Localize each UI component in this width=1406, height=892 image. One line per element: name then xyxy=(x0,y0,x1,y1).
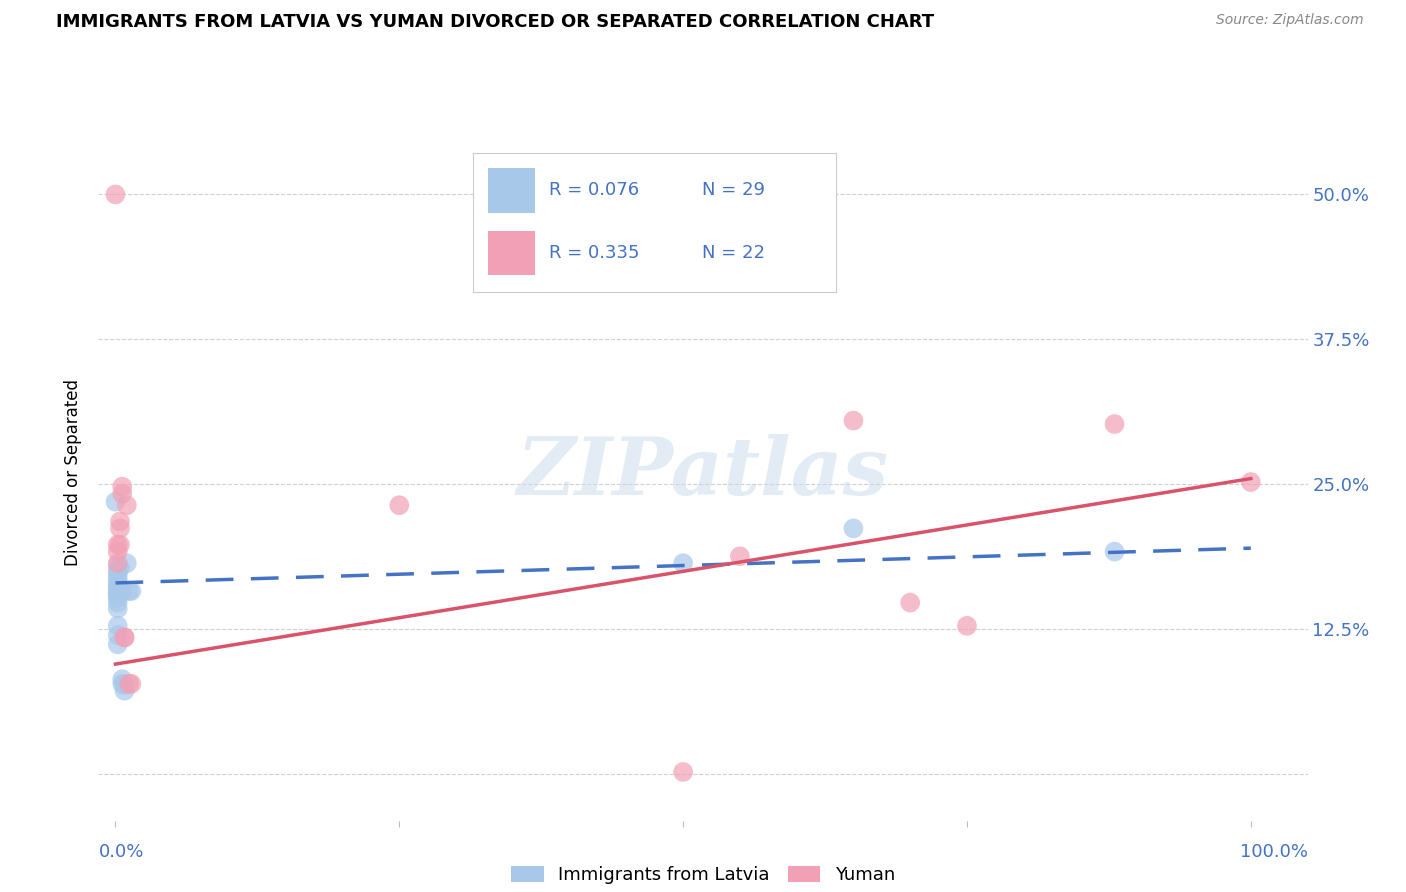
Point xyxy=(111,677,134,691)
Point xyxy=(120,677,142,691)
Point xyxy=(107,565,129,579)
Point xyxy=(1240,475,1263,489)
Text: ZIPatlas: ZIPatlas xyxy=(517,434,889,511)
Point xyxy=(107,544,129,558)
Point xyxy=(107,584,129,599)
Point xyxy=(111,672,134,686)
Point xyxy=(1104,417,1126,431)
Point xyxy=(107,619,129,633)
Point xyxy=(1104,544,1126,558)
Y-axis label: Divorced or Separated: Divorced or Separated xyxy=(65,379,83,566)
Point xyxy=(898,596,921,610)
Text: Source: ZipAtlas.com: Source: ZipAtlas.com xyxy=(1216,13,1364,28)
Point xyxy=(118,584,141,599)
Text: 0.0%: 0.0% xyxy=(98,843,143,861)
Point xyxy=(107,556,129,570)
Point xyxy=(108,515,131,529)
Point xyxy=(104,187,127,202)
Point xyxy=(107,582,129,596)
Point xyxy=(111,486,134,500)
Point xyxy=(107,596,129,610)
Point xyxy=(107,576,129,591)
Point xyxy=(111,584,134,599)
Text: IMMIGRANTS FROM LATVIA VS YUMAN DIVORCED OR SEPARATED CORRELATION CHART: IMMIGRANTS FROM LATVIA VS YUMAN DIVORCED… xyxy=(56,13,935,31)
Point xyxy=(115,498,138,512)
Point xyxy=(108,521,131,535)
Point xyxy=(108,538,131,552)
Point xyxy=(114,683,136,698)
Point xyxy=(728,549,751,564)
Point xyxy=(388,498,411,512)
Legend: Immigrants from Latvia, Yuman: Immigrants from Latvia, Yuman xyxy=(503,859,903,892)
Point xyxy=(107,601,129,615)
Point xyxy=(107,579,129,593)
Point xyxy=(111,480,134,494)
Point xyxy=(107,558,129,573)
Point xyxy=(114,631,136,645)
Text: 100.0%: 100.0% xyxy=(1240,843,1308,861)
Point xyxy=(107,567,129,582)
Point xyxy=(115,556,138,570)
Point xyxy=(842,414,865,428)
Point xyxy=(672,556,695,570)
Point xyxy=(107,637,129,651)
Point xyxy=(672,764,695,779)
Point xyxy=(107,588,129,602)
Point xyxy=(120,584,142,599)
Point xyxy=(118,677,141,691)
Point xyxy=(107,591,129,605)
Point xyxy=(842,521,865,535)
Point xyxy=(107,573,129,587)
Point xyxy=(956,619,979,633)
Point xyxy=(107,538,129,552)
Point xyxy=(107,628,129,642)
Point xyxy=(104,494,127,508)
Point xyxy=(107,588,129,602)
Point xyxy=(108,561,131,575)
Point xyxy=(114,631,136,645)
Point xyxy=(114,678,136,692)
